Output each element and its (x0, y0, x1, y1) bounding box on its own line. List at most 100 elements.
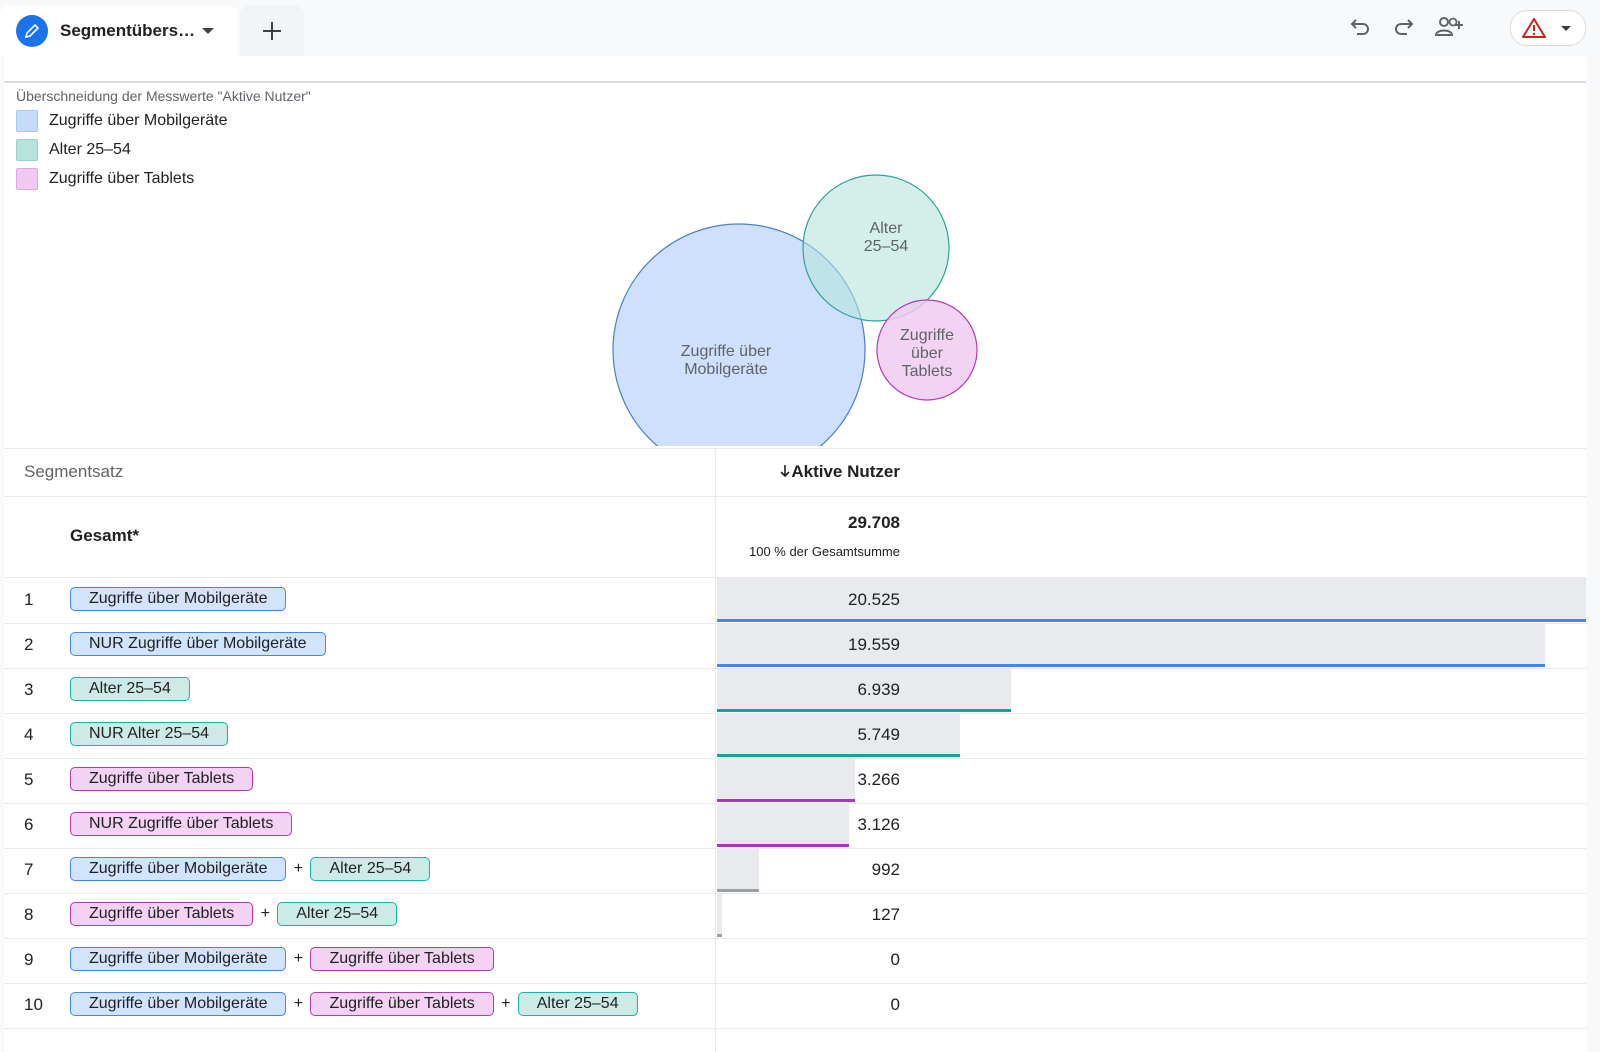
segment-chips: Alter 25–54 (70, 677, 190, 701)
venn-label-age-2: 25–54 (864, 238, 909, 255)
plus-separator: + (293, 950, 304, 967)
redo-button[interactable] (1387, 10, 1421, 44)
exploration-tab[interactable]: Segmentübers… (0, 6, 238, 56)
segment-chip[interactable]: Zugriffe über Tablets (70, 902, 254, 926)
legend-item-tablet[interactable]: Zugriffe über Tablets (16, 168, 194, 190)
value-bar (717, 668, 1011, 709)
row-value: 3.126 (857, 815, 900, 834)
add-tab-button[interactable] (240, 6, 304, 56)
table-row[interactable]: 9 Zugriffe über Mobilgeräte + Zugriffe über… (4, 938, 1586, 984)
row-value: 19.559 (848, 635, 900, 654)
segment-chip[interactable]: Zugriffe über Tablets (70, 767, 254, 791)
row-number: 7 (24, 860, 34, 879)
undo-button[interactable] (1343, 10, 1377, 44)
table-row[interactable]: 7 Zugriffe über Mobilgeräte + Alter 25–54 99… (4, 848, 1586, 894)
value-bar (717, 578, 1586, 619)
total-percentage: 100 % der Gesamtsumme (748, 544, 900, 559)
row-value: 992 (871, 860, 900, 879)
plus-separator: + (501, 995, 511, 1012)
venn-circle-tablet[interactable] (876, 299, 978, 401)
segment-chip[interactable]: NUR Zugriffe über Mobilgeräte (70, 632, 326, 656)
table-row[interactable]: 8 Zugriffe über Tablets + Alter 25–54 127 (4, 893, 1586, 939)
row-number: 10 (24, 995, 43, 1014)
column-header-label: Aktive Nutzer (791, 462, 900, 481)
table-row[interactable]: 1 Zugriffe über Mobilgeräte 20.525 (4, 578, 1586, 624)
plus-separator: + (293, 995, 304, 1012)
segment-chips: NUR Zugriffe über Mobilgeräte (70, 632, 326, 656)
row-number: 8 (24, 905, 34, 924)
chevron-down-icon (1561, 25, 1571, 31)
share-button[interactable] (1432, 10, 1466, 44)
tab-label[interactable]: Segmentübers… (60, 21, 194, 40)
warning-icon (1522, 18, 1546, 38)
value-bar (717, 623, 1545, 664)
venn-label-age-1: Alter (870, 220, 904, 237)
venn-circle-age[interactable] (802, 174, 950, 322)
table-row[interactable]: 4 NUR Alter 25–54 5.749 (4, 713, 1586, 759)
value-bar-underline (717, 934, 722, 937)
segment-chip[interactable]: Zugriffe über Mobilgeräte (70, 587, 287, 611)
undo-icon (1350, 19, 1369, 35)
row-value: 0 (890, 950, 900, 969)
venn-label-tablet-3: Tablets (902, 363, 953, 380)
row-value: 0 (890, 995, 900, 1014)
top-bar: Segmentübers… (0, 0, 1600, 56)
segment-chips: Zugriffe über Tablets + Alter 25–54 (70, 902, 398, 926)
venn-label-mobile-1: Zugriffe über (681, 343, 772, 360)
plus-separator: + (260, 905, 270, 922)
row-number: 6 (24, 815, 34, 834)
row-number: 1 (24, 590, 34, 609)
segment-chip[interactable]: Alter 25–54 (517, 992, 638, 1016)
chevron-down-icon[interactable] (202, 28, 214, 34)
value-bar-underline (717, 799, 855, 802)
venn-label-mobile-2: Mobilgeräte (684, 361, 768, 378)
segment-chip[interactable]: NUR Zugriffe über Tablets (70, 812, 293, 836)
row-number: 9 (24, 950, 34, 969)
venn-diagram: Zugriffe über Mobilgeräte Alter 25–54 Zu… (612, 174, 978, 446)
value-bar (717, 848, 759, 889)
column-divider (715, 448, 716, 1052)
legend-item-age[interactable]: Alter 25–54 (16, 139, 131, 161)
plus-icon (263, 22, 281, 40)
segment-chip[interactable]: Alter 25–54 (70, 677, 190, 701)
value-bar-underline (717, 664, 1545, 667)
segment-chip[interactable]: Zugriffe über Tablets (310, 992, 494, 1016)
arrow-down-icon (780, 465, 790, 478)
divider (4, 81, 1586, 83)
row-number: 4 (24, 725, 34, 744)
legend-label: Zugriffe über Mobilgeräte (49, 112, 228, 129)
segment-chips: Zugriffe über Tablets (70, 767, 254, 791)
legend-item-mobile[interactable]: Zugriffe über Mobilgeräte (16, 110, 227, 132)
table-row[interactable]: 3 Alter 25–54 6.939 (4, 668, 1586, 714)
row-value: 3.266 (857, 770, 900, 789)
total-label: Gesamt* (70, 526, 139, 545)
column-header-active-users[interactable]: Aktive Nutzer (4, 462, 900, 482)
segment-chip[interactable]: NUR Alter 25–54 (70, 722, 229, 746)
value-bar (717, 758, 855, 799)
segment-chip[interactable]: Zugriffe über Mobilgeräte (70, 992, 287, 1016)
legend-swatch (16, 110, 38, 132)
table-row[interactable]: 5 Zugriffe über Tablets 3.266 (4, 758, 1586, 804)
segment-chip[interactable]: Alter 25–54 (310, 857, 431, 881)
row-value: 6.939 (857, 680, 900, 699)
segment-chips: Zugriffe über Mobilgeräte + Alter 25–54 (70, 857, 431, 881)
warning-menu-button[interactable] (1510, 10, 1586, 46)
segment-chips: Zugriffe über Mobilgeräte (70, 587, 287, 611)
plus-separator: + (293, 860, 304, 877)
pencil-icon[interactable] (16, 15, 48, 47)
value-bar (717, 713, 960, 754)
table-row[interactable]: 10 Zugriffe über Mobilgeräte + Zugriffe übe… (4, 983, 1586, 1029)
person-add-icon (1434, 17, 1463, 36)
column-header-segment: Segmentsatz (24, 462, 124, 481)
segment-chips: NUR Alter 25–54 (70, 722, 229, 746)
venn-circle-mobile[interactable] (612, 223, 866, 446)
segment-chip[interactable]: Alter 25–54 (277, 902, 398, 926)
segment-chip[interactable]: Zugriffe über Mobilgeräte (70, 857, 287, 881)
segment-chip[interactable]: Zugriffe über Tablets (310, 947, 494, 971)
table-row[interactable]: 6 NUR Zugriffe über Tablets 3.126 (4, 803, 1586, 849)
segment-chips: NUR Zugriffe über Tablets (70, 812, 293, 836)
total-row: Gesamt* 29.708 100 % der Gesamtsumme (4, 496, 1586, 578)
table-row[interactable]: 2 NUR Zugriffe über Mobilgeräte 19.559 (4, 623, 1586, 669)
value-bar-underline (717, 844, 849, 847)
segment-chip[interactable]: Zugriffe über Mobilgeräte (70, 947, 287, 971)
